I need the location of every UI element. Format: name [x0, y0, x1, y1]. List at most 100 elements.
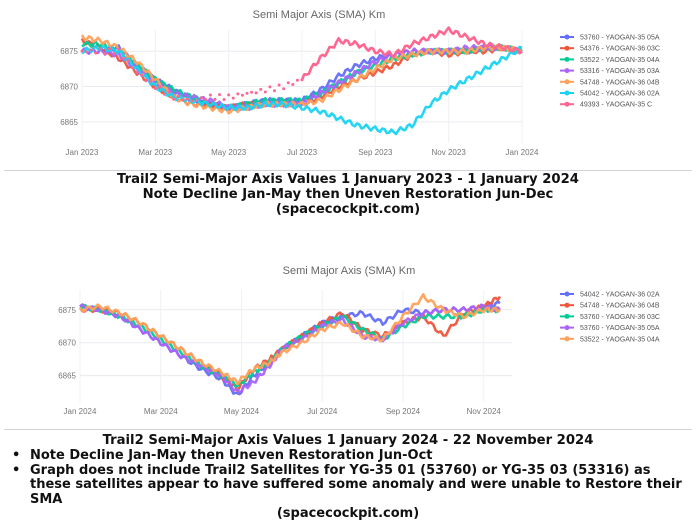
legend-item: 53760 - YAOGAN-35 05A: [560, 325, 660, 332]
data-point: [94, 51, 98, 55]
y-tick-label: 6865: [58, 372, 76, 381]
data-point: [291, 82, 295, 86]
data-point: [140, 73, 144, 77]
chart-2-svg: Semi Major Axis (SMA) Km 6865 6870 6875 Jan …: [58, 265, 660, 416]
series-line: [81, 44, 523, 136]
legend-label: 54748 - YAOGAN-36 04B: [580, 303, 660, 310]
legend-item: 54376 - YAOGAN-36 03C: [560, 45, 660, 53]
chart-1-caption-line-1: Trail2 Semi-Major Axis Values 1 January …: [117, 172, 579, 187]
legend-item: 53760 - YAOGAN-36 03C: [560, 313, 660, 321]
y-tick-label: 6875: [58, 306, 76, 315]
legend-label: 49393 - YAOGAN-35 C: [580, 102, 652, 109]
data-point: [245, 91, 249, 95]
data-point: [282, 87, 286, 91]
data-point: [273, 89, 276, 93]
legend-item: 54748 - YAOGAN-36 04B: [560, 79, 660, 86]
legend-label: 53760 - YAOGAN-36 03C: [580, 314, 660, 321]
data-point: [89, 48, 93, 52]
data-point: [172, 97, 176, 101]
legend-item: 49393 - YAOGAN-35 C: [560, 101, 652, 109]
data-point: [204, 98, 208, 102]
data-point: [108, 47, 111, 51]
legend-swatch-marker: [564, 45, 570, 51]
chart-1-caption: Trail2 Semi-Major Axis Values 1 January …: [0, 172, 696, 217]
divider-2: [4, 429, 692, 430]
legend-item: 53760 - YAOGAN-35 05A: [560, 34, 660, 42]
legend-swatch-marker: [564, 56, 570, 62]
divider-1: [4, 170, 692, 171]
y-tick-label: 6865: [60, 118, 78, 127]
x-tick-label: May 2023: [211, 148, 247, 157]
chart-1-panel: Semi Major Axis (SMA) Km 6865 6870 6875 Jan …: [0, 0, 696, 170]
chart-2-notes: • Note Decline Jan-May then Uneven Resto…: [0, 448, 696, 522]
series-line: [300, 26, 523, 81]
legend-swatch-marker: [564, 313, 570, 319]
data-point: [240, 93, 244, 97]
legend-swatch-marker: [564, 68, 570, 74]
data-point: [130, 66, 134, 70]
legend-label: 54042 - YAOGAN-36 02A: [580, 292, 660, 299]
bullet-marker: •: [12, 448, 21, 463]
data-point: [231, 96, 235, 100]
data-point: [190, 99, 194, 103]
data-point: [222, 98, 226, 102]
series-49393-yaogan-35-c: [80, 26, 523, 103]
data-point: [199, 96, 203, 100]
data-point: [117, 47, 121, 51]
legend-item: 54042 - YAOGAN-36 02A: [560, 291, 660, 299]
legend-label: 54376 - YAOGAN-36 03C: [580, 46, 660, 53]
data-point: [277, 83, 281, 87]
data-point: [149, 79, 153, 83]
legend-item: 54042 - YAOGAN-36 02A: [560, 90, 660, 98]
data-point: [144, 79, 148, 83]
legend-item: 53316 - YAOGAN-35 03A: [560, 68, 660, 75]
y-tick-label: 6870: [60, 83, 78, 92]
data-point: [208, 93, 212, 97]
data-point: [295, 78, 299, 82]
legend-label: 53522 - YAOGAN-35 04A: [580, 336, 660, 343]
x-tick-label: Jul 2024: [307, 407, 338, 416]
legend-label: 53316 - YAOGAN-35 03A: [580, 68, 660, 75]
data-point: [250, 90, 254, 94]
series-54748-yaogan-36-04b: [80, 34, 523, 115]
data-point: [286, 81, 290, 85]
y-tick-label: 6875: [60, 47, 78, 56]
legend-item: 53522 - YAOGAN-35 04A: [560, 56, 660, 64]
note-text-1: Note Decline Jan-May then Uneven Restora…: [30, 448, 433, 463]
legend-swatch-marker: [564, 336, 570, 342]
data-point: [227, 93, 231, 97]
chart-2-caption-title: Trail2 Semi-Major Axis Values 1 January …: [102, 433, 594, 448]
note-source: (spacecockpit.com): [276, 506, 420, 521]
legend-swatch-marker: [564, 291, 570, 297]
chart-1-svg: Semi Major Axis (SMA) Km 6865 6870 6875 Jan …: [60, 9, 660, 157]
x-tick-label: Nov 2023: [432, 148, 467, 157]
x-tick-label: Sep 2024: [386, 407, 421, 416]
legend-label: 53760 - YAOGAN-35 05A: [580, 325, 660, 332]
data-point: [112, 52, 116, 56]
x-tick-label: Mar 2024: [144, 407, 178, 416]
legend-label: 53760 - YAOGAN-35 05A: [580, 35, 660, 42]
data-point: [167, 90, 171, 94]
chart-2-panel: Semi Major Axis (SMA) Km 6865 6870 6875 Jan …: [0, 256, 696, 429]
data-point: [218, 93, 221, 97]
series-line: [80, 34, 523, 115]
data-point: [126, 59, 130, 63]
data-point: [195, 98, 199, 102]
data-point: [163, 92, 166, 96]
x-tick-label: Sep 2023: [358, 148, 393, 157]
data-point: [185, 97, 189, 101]
series-53522-yaogan-35-04a: [79, 293, 501, 386]
chart-1-caption-line-3: (spacecockpit.com): [275, 202, 421, 217]
legend-item: 53522 - YAOGAN-35 04A: [560, 336, 660, 343]
x-tick-label: Jul 2023: [287, 148, 318, 157]
y-tick-label: 6870: [58, 339, 76, 348]
chart-title: Semi Major Axis (SMA) Km: [283, 265, 416, 277]
chart-1-caption-line-2: Note Decline Jan-May then Uneven Restora…: [142, 187, 554, 202]
data-point: [213, 97, 217, 101]
data-point: [135, 70, 139, 74]
series-line: [79, 293, 501, 386]
data-point: [176, 94, 180, 98]
data-point: [103, 52, 107, 56]
data-point: [268, 85, 272, 89]
chart-title: Semi Major Axis (SMA) Km: [253, 9, 386, 21]
